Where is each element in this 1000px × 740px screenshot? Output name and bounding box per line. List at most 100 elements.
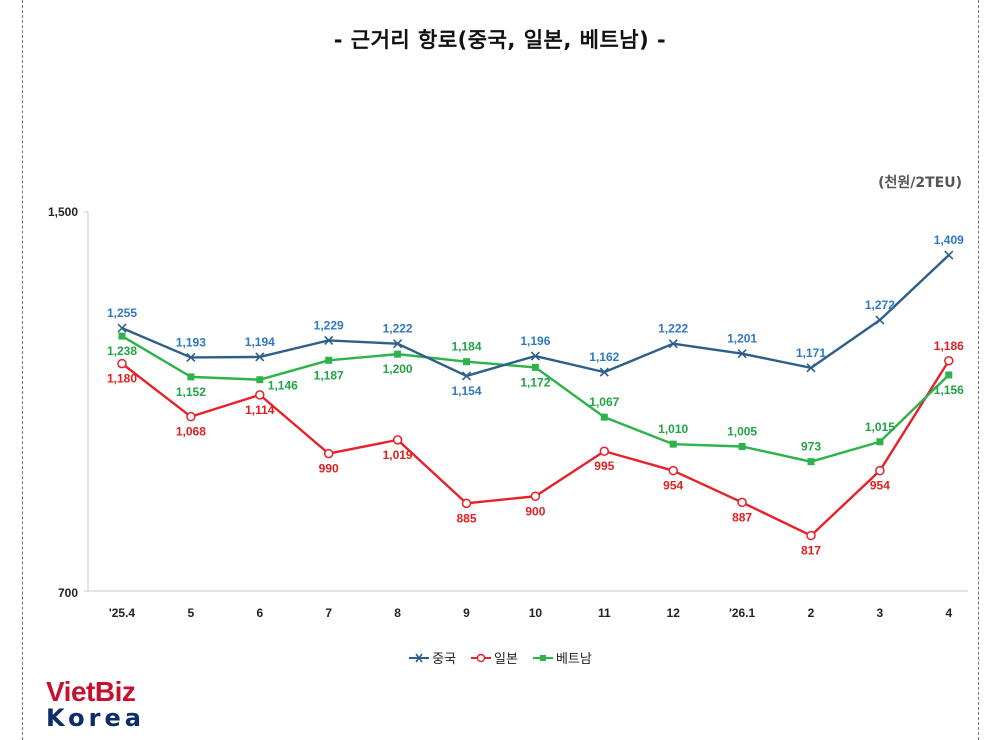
data-label-japan: 885 xyxy=(456,511,476,525)
unit-label: (천원/2TEU) xyxy=(878,175,962,191)
data-label-china: 1,272 xyxy=(865,298,895,312)
data-label-japan: 900 xyxy=(525,504,545,518)
data-label-vietnam: 1,187 xyxy=(314,368,344,382)
data-point-china xyxy=(599,367,609,377)
x-tick-label: 8 xyxy=(394,606,401,620)
data-point-japan xyxy=(599,446,610,456)
legend-label-china: 중국 xyxy=(432,652,457,667)
legend-label-vietnam: 베트남 xyxy=(555,652,592,667)
data-label-japan: 1,186 xyxy=(934,339,964,353)
legend-item-vietnam: 베트남 xyxy=(532,648,592,667)
data-label-china: 1,162 xyxy=(589,350,619,364)
data-point-japan xyxy=(806,530,816,541)
data-label-vietnam: 1,238 xyxy=(107,344,137,358)
data-label-china: 1,222 xyxy=(658,322,688,336)
data-label-china: 1,255 xyxy=(107,306,137,320)
data-point-vietnam xyxy=(394,350,402,358)
data-label-vietnam: 1,152 xyxy=(176,385,206,399)
legend-swatch-japan xyxy=(471,653,492,662)
data-point-china xyxy=(186,352,196,363)
data-label-vietnam: 973 xyxy=(801,440,821,454)
data-point-vietnam xyxy=(256,376,264,384)
data-point-china xyxy=(737,349,747,359)
x-tick-label: 2 xyxy=(808,606,815,620)
data-label-china: 1,193 xyxy=(176,335,206,349)
data-label-china: 1,222 xyxy=(383,322,413,336)
legend-item-japan: 일본 xyxy=(470,648,518,667)
data-label-china: 1,194 xyxy=(245,335,275,349)
data-label-china: 1,201 xyxy=(727,332,757,346)
data-label-japan: 1,180 xyxy=(107,372,137,386)
data-point-vietnam xyxy=(187,373,195,381)
data-label-china: 1,409 xyxy=(934,233,964,247)
data-point-japan xyxy=(117,358,127,369)
data-point-japan xyxy=(737,497,747,508)
data-label-vietnam: 1,172 xyxy=(520,375,550,389)
data-label-china: 1,229 xyxy=(314,318,344,332)
data-point-vietnam xyxy=(531,363,539,371)
data-point-japan xyxy=(186,411,196,422)
data-point-china xyxy=(393,339,403,349)
data-label-japan: 954 xyxy=(663,479,683,493)
data-point-vietnam xyxy=(325,356,333,364)
data-point-vietnam xyxy=(807,458,815,466)
data-label-vietnam: 1,156 xyxy=(934,383,964,397)
x-tick-label: 5 xyxy=(188,606,195,620)
data-point-japan xyxy=(668,465,678,476)
data-point-vietnam xyxy=(463,358,470,366)
data-point-vietnam xyxy=(945,371,953,379)
logo: VietBiz Korea xyxy=(46,676,145,731)
data-label-japan: 995 xyxy=(594,459,614,473)
data-label-vietnam: 1,146 xyxy=(268,379,298,393)
data-label-china: 1,171 xyxy=(796,346,826,360)
x-tick-label: 4 xyxy=(945,606,952,620)
data-point-vietnam xyxy=(118,332,126,340)
data-label-japan: 1,019 xyxy=(383,448,413,462)
y-tick-label: 1,500 xyxy=(48,205,78,219)
data-point-china xyxy=(461,371,472,381)
data-label-vietnam: 1,005 xyxy=(727,425,757,439)
logo-brand: VietBiz xyxy=(46,676,136,707)
data-point-vietnam xyxy=(669,440,677,448)
x-tick-label: 3 xyxy=(877,606,884,620)
data-label-vietnam: 1,015 xyxy=(865,420,895,434)
x-tick-label: '26.1 xyxy=(729,606,756,620)
data-point-japan xyxy=(392,435,403,445)
chart-title: - 근거리 항로(중국, 일본, 베트남) - xyxy=(333,28,667,52)
frame-left-border xyxy=(22,0,23,740)
legend-swatch-vietnam xyxy=(532,654,553,661)
data-point-vietnam xyxy=(600,413,608,421)
data-label-china: 1,154 xyxy=(451,384,481,398)
x-tick-label: 6 xyxy=(256,606,263,620)
data-label-vietnam: 1,200 xyxy=(383,362,413,376)
data-point-china xyxy=(668,339,678,349)
data-point-china xyxy=(806,363,816,373)
data-label-japan: 887 xyxy=(732,510,752,524)
data-label-japan: 1,114 xyxy=(245,403,275,417)
data-point-japan xyxy=(530,491,541,501)
data-point-china xyxy=(117,323,127,333)
data-label-vietnam: 1,067 xyxy=(589,395,619,409)
data-point-china xyxy=(875,315,885,325)
data-point-japan xyxy=(323,448,334,459)
x-tick-label: 7 xyxy=(325,606,332,620)
x-tick-label: 11 xyxy=(598,606,611,620)
data-point-china xyxy=(324,335,334,345)
data-point-china xyxy=(255,352,265,362)
x-tick-label: '25.4 xyxy=(109,606,136,620)
x-tick-label: 10 xyxy=(529,606,543,620)
data-point-japan xyxy=(875,465,885,476)
data-point-china xyxy=(530,351,540,361)
data-point-china xyxy=(944,250,954,260)
frame-right-border xyxy=(978,0,979,740)
legend-item-china: 중국 xyxy=(408,648,456,667)
data-point-japan xyxy=(461,498,472,509)
data-label-japan: 817 xyxy=(801,544,821,558)
legend-swatch-china xyxy=(409,653,430,662)
x-tick-label: 12 xyxy=(667,606,681,620)
legend-label-japan: 일본 xyxy=(494,652,518,667)
data-label-vietnam: 1,184 xyxy=(451,340,481,354)
data-point-vietnam xyxy=(738,443,746,451)
data-label-china: 1,196 xyxy=(520,334,550,348)
